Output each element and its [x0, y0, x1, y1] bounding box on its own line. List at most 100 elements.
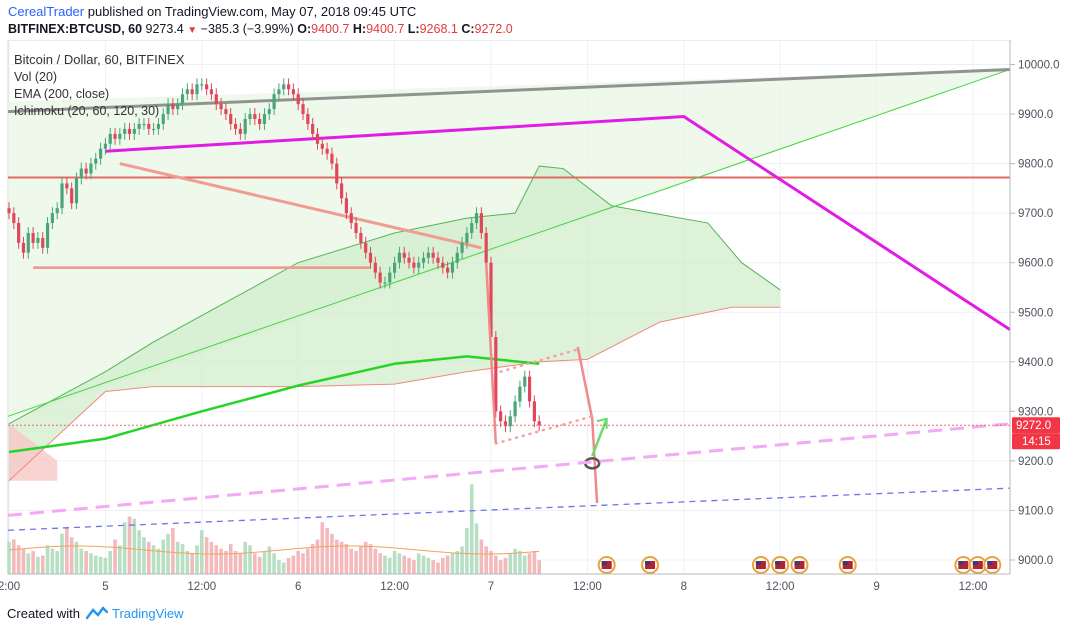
volume-bar-81: [397, 553, 402, 574]
legend-ema[interactable]: EMA (200, close): [14, 87, 110, 101]
projection-up-arrowhead: [596, 417, 608, 429]
grey-trendline: [7, 67, 1011, 114]
candle-44: [219, 104, 223, 110]
candle-17: [89, 163, 93, 174]
volume-bar-84: [412, 560, 416, 574]
volume-bar-90: [441, 557, 445, 574]
volume-bar-109: [532, 551, 537, 574]
candle-42: [209, 89, 214, 95]
candle-40: [200, 84, 204, 86]
candle-77: [378, 272, 382, 283]
candle-86: [421, 257, 426, 263]
time-tick-label-8: 12:00: [766, 581, 795, 593]
candle-56: [277, 89, 281, 95]
candle-4: [26, 232, 30, 253]
ascending-trendline: [7, 68, 1011, 417]
candle-3: [21, 242, 26, 253]
candle-95: [465, 232, 469, 243]
candle-62: [306, 114, 310, 124]
volume-bar-67: [330, 533, 334, 574]
volume-bar-65: [320, 522, 325, 574]
volume-bar-8: [45, 545, 50, 574]
candle-18: [94, 158, 98, 164]
volume-bar-92: [450, 553, 455, 574]
volume-bar-14: [74, 541, 79, 574]
volume-bar-36: [180, 544, 185, 574]
candle-88: [431, 252, 435, 258]
volume-bar-42: [209, 541, 214, 574]
high-value: 9400.7: [366, 22, 405, 36]
candle-108: [527, 376, 532, 402]
volume-bar-96: [469, 484, 474, 574]
volume-bar-7: [40, 555, 45, 574]
low-label: L:: [407, 22, 420, 36]
time-tick-label-6: 12:00: [573, 581, 602, 593]
candle-63: [311, 123, 315, 134]
candle-99: [484, 232, 488, 263]
candle-57: [282, 84, 286, 90]
volume-bar-38: [190, 553, 194, 574]
volume-bar-100: [489, 551, 493, 574]
footer: Created with TradingView: [7, 606, 184, 623]
volume-bar-91: [445, 555, 450, 574]
volume-bar-0: [7, 541, 11, 574]
volume-bar-27: [137, 530, 141, 574]
volume-bar-83: [407, 557, 411, 574]
volume-bar-44: [219, 548, 223, 574]
volume-bar-102: [498, 560, 503, 574]
candle-48: [238, 128, 242, 134]
volume-bar-45: [224, 551, 228, 574]
candle-46: [229, 114, 233, 124]
created-with-text: Created with: [7, 606, 80, 621]
price-tick-label-10: 9000.0: [1018, 555, 1053, 567]
us-flag-canton-6: [958, 561, 964, 565]
price-chart[interactable]: 10000.0 9900.0 9800.0 9700.0 9600.0 9500.0 940…: [0, 40, 1068, 604]
published-text: published on TradingView.com, May 07, 20…: [87, 4, 417, 19]
time-tick-label-3: 6: [295, 581, 301, 593]
volume-bar-59: [291, 555, 296, 574]
legend-title: Bitcoin / Dollar, 60, BITFINEX: [14, 52, 185, 67]
candle-35: [176, 104, 180, 110]
tradingview-link[interactable]: TradingView: [111, 606, 184, 621]
us-flag-canton-4: [794, 561, 800, 565]
volume-bar-51: [253, 553, 257, 574]
volume-bar-34: [171, 528, 175, 574]
time-tick-label-4: 12:00: [380, 581, 409, 593]
time-tick-label-9: 9: [873, 581, 879, 593]
candle-91: [446, 267, 450, 273]
close-value: 9272.0: [474, 22, 513, 36]
volume-bar-101: [494, 555, 498, 574]
candle-58: [286, 84, 291, 90]
legend-vol[interactable]: Vol (20): [14, 70, 58, 84]
candle-22: [113, 133, 117, 139]
candle-23: [118, 133, 122, 139]
volume-bar-57: [281, 562, 286, 574]
time-tick-label-7: 8: [681, 581, 687, 593]
candle-11: [60, 183, 64, 209]
volume-bar-61: [301, 553, 305, 574]
author-link[interactable]: CerealTrader: [8, 4, 85, 19]
volume-bar-32: [161, 539, 166, 574]
us-flag-canton-0: [601, 561, 607, 565]
volume-bar-103: [503, 557, 508, 574]
price-badge: [1012, 417, 1060, 434]
volume-bar-80: [392, 551, 397, 574]
projection-down-1: [484, 262, 498, 444]
candle-74: [364, 242, 368, 253]
candle-41: [205, 84, 209, 90]
volume-bar-60: [296, 551, 300, 574]
volume-bar-70: [344, 544, 349, 574]
volume-bar-5: [31, 551, 35, 574]
candle-94: [460, 242, 464, 253]
candle-66: [325, 148, 329, 154]
us-flag-canton-5: [842, 561, 848, 565]
legend-ichimoku[interactable]: Ichimoku (20, 60, 120, 30): [14, 104, 160, 118]
candle-10: [55, 208, 59, 214]
volume-bar-105: [513, 548, 517, 574]
candle-100: [489, 262, 493, 338]
projection-down-2: [576, 346, 599, 504]
volume-bar-17: [89, 553, 93, 574]
pink-dashed-trendline: [7, 422, 1011, 517]
candle-53: [262, 114, 267, 124]
volume-bar-69: [339, 541, 344, 574]
